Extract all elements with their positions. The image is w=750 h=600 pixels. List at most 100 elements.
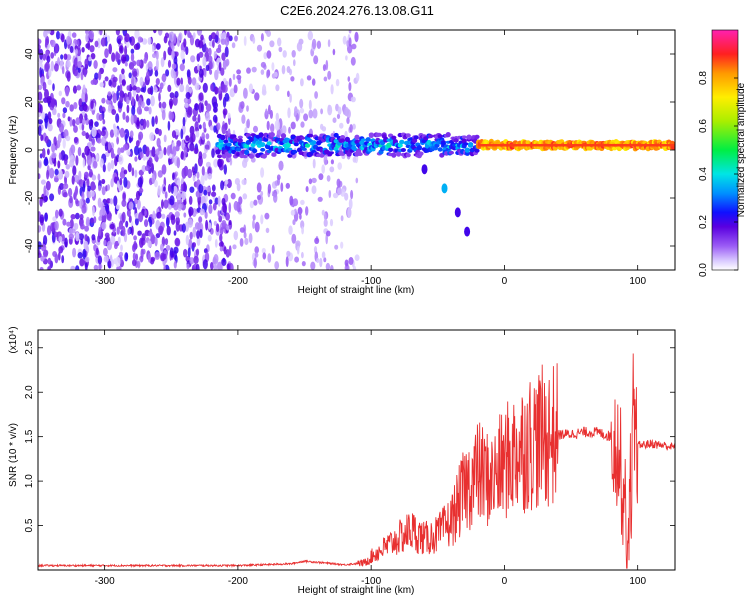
spectrogram-x-ticks: -300 -200 -100 0 100 xyxy=(95,30,646,287)
spectrogram-noise-blob xyxy=(211,191,217,197)
spectrogram-noise-blob xyxy=(239,227,245,233)
spectrogram-noise-blob xyxy=(38,161,41,168)
spectrogram-x-tick-label: -100 xyxy=(361,276,381,287)
spectrogram-noise-blob xyxy=(330,84,334,95)
spectrogram-noise-blob xyxy=(271,244,275,254)
spectrogram-noise-blob xyxy=(340,215,344,222)
spectrogram-carrier-cell xyxy=(311,140,317,145)
spectrogram-carrier-cell xyxy=(280,133,287,139)
spectrogram-noise-blob xyxy=(173,201,179,211)
spectrogram-noise-blob xyxy=(217,158,222,168)
colorbar-tick-label: 0.2 xyxy=(698,215,709,229)
spectrogram-noise-blob xyxy=(134,145,140,156)
spectrogram-noise-blob xyxy=(163,50,167,61)
spectrogram-noise-blob xyxy=(327,39,331,48)
spectrogram-noise-blob xyxy=(303,113,309,122)
spectrogram-noise-blob xyxy=(180,50,185,60)
spectrogram-noise-blob xyxy=(181,223,186,233)
spectrogram-noise-blob xyxy=(73,69,78,77)
spectrogram-noise-blob xyxy=(312,158,316,169)
spectrogram-branch-cell xyxy=(421,164,428,175)
spectrogram-noise-blob xyxy=(101,206,107,216)
spectrogram-noise-blob xyxy=(117,38,122,45)
spectrogram-noise-blob xyxy=(66,71,71,82)
spectrogram-carrier-cell xyxy=(244,149,250,155)
spectrogram-noise-blob xyxy=(110,235,116,245)
spectrogram-noise-blob xyxy=(323,218,328,227)
spectrogram-noise-blob xyxy=(97,173,101,181)
spectrogram-noise-blob xyxy=(134,169,138,178)
spectrogram-noise-blob xyxy=(355,72,360,82)
spectrogram-noise-blob xyxy=(172,185,178,197)
spectrogram-noise-blob xyxy=(40,179,46,185)
spectrogram-noise-blob xyxy=(81,204,87,214)
spectrogram-noise-blob xyxy=(161,101,167,109)
spectrogram-noise-blob xyxy=(266,50,272,59)
spectrogram-noise-blob xyxy=(51,152,57,159)
spectrogram-noise-blob xyxy=(243,35,247,47)
spectrogram-noise-blob xyxy=(198,183,204,194)
spectrogram-noise-blob xyxy=(287,90,290,98)
spectrogram-noise-blob xyxy=(52,108,57,116)
spectrogram-noise-blob xyxy=(154,115,158,125)
spectrogram-noise-blob xyxy=(212,256,217,265)
spectrogram-noise-blob xyxy=(69,45,74,54)
spectrogram-noise-blob xyxy=(275,112,279,122)
spectrogram-carrier-cell xyxy=(376,132,382,137)
spectrogram-noise-blob xyxy=(61,233,65,242)
spectrogram-noise-blob xyxy=(104,76,109,82)
spectrogram-carrier-cell xyxy=(237,135,243,139)
spectrogram-noise-blob xyxy=(187,218,193,228)
spectrogram-carrier-cell xyxy=(453,138,459,143)
spectrogram-noise-blob xyxy=(254,246,259,254)
spectrogram-noise-blob xyxy=(98,216,102,221)
spectrogram-noise-blob xyxy=(62,183,69,190)
spectrogram-noise-blob xyxy=(198,151,203,160)
spectrogram-noise-blob xyxy=(69,195,73,204)
spectrogram-carrier-cell xyxy=(236,147,242,152)
spectrogram-noise-blob xyxy=(251,66,257,73)
spectrogram-noise-blob xyxy=(330,133,335,139)
spectrogram-noise-blob xyxy=(47,265,52,270)
spectrogram-noise-blob xyxy=(115,256,121,268)
spectrogram-noise-blob xyxy=(201,103,204,113)
spectrogram-carrier-cell xyxy=(388,147,394,152)
spectrogram-noise-blob xyxy=(47,257,52,265)
spectrogram-noise-blob xyxy=(87,164,91,171)
spectrogram-noise-blob xyxy=(43,249,49,257)
spectrogram-noise-blob xyxy=(168,153,173,159)
spectrogram-noise-blob xyxy=(38,119,43,125)
spectrogram-noise-blob xyxy=(275,84,280,92)
spectrogram-noise-blob xyxy=(117,147,121,156)
spectrogram-carrier-cell xyxy=(260,147,266,152)
spectrogram-noise-blob xyxy=(112,76,118,83)
spectrogram-x-tick-label: 0 xyxy=(502,276,508,287)
spectrogram-noise-blob xyxy=(241,114,246,124)
spectrogram-noise-blob xyxy=(65,100,70,108)
spectrogram-noise-blob xyxy=(207,55,213,63)
spectrogram-noise-blob xyxy=(216,47,222,54)
spectrogram-noise-blob xyxy=(202,56,207,67)
spectrogram-noise-blob xyxy=(153,84,157,91)
spectrogram-noise-blob xyxy=(58,246,64,254)
spectrogram-noise-blob xyxy=(144,219,149,228)
spectrogram-carrier-cell xyxy=(244,143,250,149)
spectrogram-carrier-cell xyxy=(416,145,422,151)
spectrogram-noise-blob xyxy=(72,247,77,258)
spectrogram-noise-blob xyxy=(38,91,43,101)
spectrogram-noise-blob xyxy=(148,106,152,115)
spectrogram-noise-blob xyxy=(151,163,154,174)
spectrogram-noise-blob xyxy=(164,191,168,199)
spectrogram-noise-blob xyxy=(221,32,227,39)
spectrogram-noise-blob xyxy=(131,225,134,236)
spectrogram-noise-blob xyxy=(39,214,45,224)
spectrogram-noise-blob xyxy=(276,174,281,181)
spectrogram-noise-blob xyxy=(159,87,162,93)
spectrogram-noise-blob xyxy=(209,61,213,70)
spectrogram-noise-blob xyxy=(194,163,198,174)
spectrogram-noise-blob xyxy=(72,85,78,94)
spectrogram-noise-blob xyxy=(134,30,140,39)
spectrogram-carrier-cell xyxy=(397,143,403,148)
spectrogram-noise-blob xyxy=(300,199,305,206)
spectrogram-noise-blob xyxy=(104,48,109,58)
